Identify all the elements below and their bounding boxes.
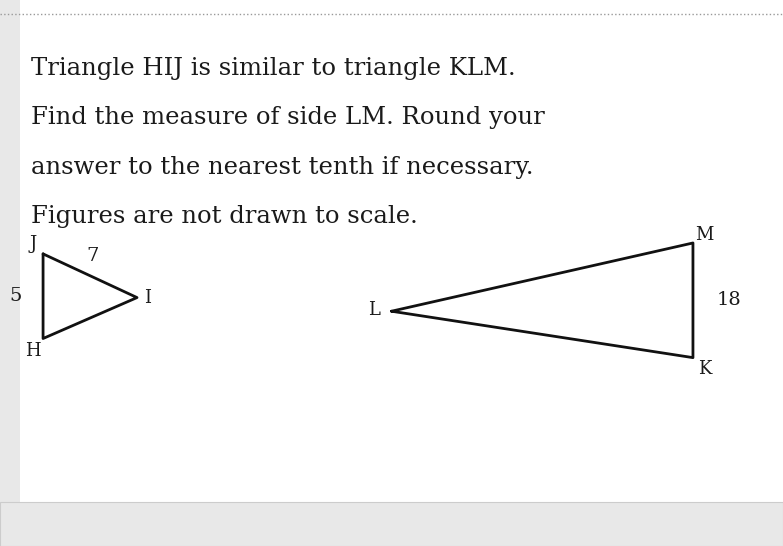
Text: Triangle HIJ is similar to triangle KLM.: Triangle HIJ is similar to triangle KLM. (31, 57, 516, 80)
Text: 18: 18 (716, 292, 742, 309)
Text: M: M (695, 226, 714, 244)
Text: 5: 5 (9, 287, 22, 305)
Text: K: K (698, 360, 712, 377)
Bar (0, 0, 20, 546)
Text: Figures are not drawn to scale.: Figures are not drawn to scale. (31, 205, 418, 228)
Text: H: H (25, 342, 41, 359)
Text: I: I (145, 289, 151, 306)
Text: answer to the nearest tenth if necessary.: answer to the nearest tenth if necessary… (31, 156, 534, 179)
Text: 7: 7 (86, 247, 99, 265)
Text: L: L (368, 301, 381, 318)
Bar (0, 502, 783, 546)
Text: Find the measure of side LM. Round your: Find the measure of side LM. Round your (31, 106, 545, 129)
Text: J: J (29, 235, 37, 253)
